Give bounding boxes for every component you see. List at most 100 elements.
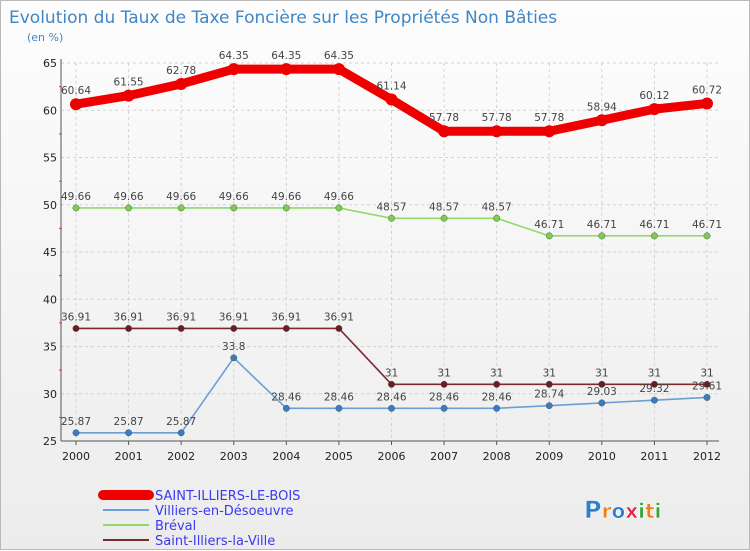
point-br-val-2005 [335, 204, 343, 212]
point-saint-illiers-le-bois-2009 [543, 125, 556, 138]
x-tick-label-2012: 2012 [693, 450, 721, 463]
data-labels: 60.64 61.55 62.78 64.35 64.35 64.35 61.14 57.78… [61, 50, 722, 428]
label-villiers-en-d-soeuvre-2010: 29.03 [587, 386, 617, 398]
label-villiers-en-d-soeuvre-2012: 29.61 [692, 380, 722, 392]
point-br-val-2010 [598, 232, 606, 240]
label-saint-illiers-le-bois-2011: 60.12 [639, 90, 669, 102]
label-br-val-2003: 49.66 [219, 191, 249, 203]
x-tick-label-2008: 2008 [483, 450, 511, 463]
label-saint-illiers-le-bois-2006: 61.14 [376, 80, 406, 92]
unit-label: (en %) [27, 31, 63, 44]
label-br-val-2009: 46.71 [534, 219, 564, 231]
legend: SAINT-ILLIERS-LE-BOISVilliers-en-Désoeuv… [98, 489, 300, 549]
y-tick-label-30: 30 [43, 388, 57, 401]
y-tick-label-45: 45 [43, 246, 57, 259]
label-saint-illiers-la-ville-2005: 36.91 [324, 311, 354, 323]
point-saint-illiers-la-ville-2005 [335, 325, 343, 332]
y-tick-label-65: 65 [43, 57, 57, 70]
point-br-val-2004 [282, 204, 290, 212]
series-layer [70, 63, 713, 437]
point-saint-illiers-la-ville-2009 [545, 380, 553, 388]
point-villiers-en-d-soeuvre-2012 [703, 394, 711, 401]
point-br-val-2001 [125, 204, 132, 212]
x-tick-label-2006: 2006 [378, 450, 406, 463]
point-villiers-en-d-soeuvre-2001 [125, 429, 132, 437]
label-saint-illiers-le-bois-2000: 60.64 [61, 85, 91, 97]
point-br-val-2008 [493, 214, 501, 222]
label-villiers-en-d-soeuvre-2008: 28.46 [482, 391, 512, 403]
label-saint-illiers-le-bois-2012: 60.72 [692, 84, 722, 96]
point-saint-illiers-la-ville-2002 [177, 325, 185, 332]
label-saint-illiers-le-bois-2003: 64.35 [219, 50, 249, 62]
point-saint-illiers-le-bois-2008 [490, 125, 503, 138]
y-tick-label-55: 55 [43, 152, 57, 165]
point-saint-illiers-le-bois-2000 [70, 98, 82, 111]
label-saint-illiers-le-bois-2007: 57.78 [429, 112, 459, 124]
point-saint-illiers-le-bois-2002 [175, 77, 188, 90]
point-saint-illiers-le-bois-2010 [595, 114, 608, 127]
label-villiers-en-d-soeuvre-2007: 28.46 [429, 391, 459, 403]
point-saint-illiers-le-bois-2001 [122, 89, 135, 102]
label-br-val-2005: 49.66 [324, 191, 354, 203]
label-br-val-2006: 48.57 [376, 201, 406, 213]
label-villiers-en-d-soeuvre-2000: 25.87 [61, 416, 91, 428]
y-tick-label-25: 25 [43, 435, 57, 448]
label-br-val-2000: 49.66 [61, 191, 91, 203]
x-tick-label-2011: 2011 [640, 450, 668, 463]
point-saint-illiers-la-ville-2004 [282, 325, 290, 332]
label-br-val-2001: 49.66 [114, 191, 144, 203]
point-saint-illiers-le-bois-2005 [332, 63, 345, 76]
point-br-val-2000 [72, 204, 80, 212]
y-tick-label-60: 60 [43, 104, 57, 117]
label-saint-illiers-la-ville-2002: 36.91 [166, 311, 196, 323]
point-villiers-en-d-soeuvre-2007 [440, 404, 448, 412]
label-villiers-en-d-soeuvre-2004: 28.46 [271, 391, 301, 403]
point-saint-illiers-la-ville-2001 [125, 325, 132, 332]
label-saint-illiers-la-ville-2000: 36.91 [61, 311, 91, 323]
point-saint-illiers-la-ville-2008 [493, 380, 501, 388]
point-saint-illiers-la-ville-2000 [72, 325, 80, 332]
point-br-val-2009 [545, 232, 553, 240]
point-saint-illiers-la-ville-2003 [230, 325, 238, 332]
x-tick-label-2003: 2003 [220, 450, 248, 463]
point-villiers-en-d-soeuvre-2010 [598, 399, 606, 407]
label-br-val-2007: 48.57 [429, 201, 459, 213]
label-saint-illiers-le-bois-2005: 64.35 [324, 50, 354, 62]
x-tick-label-2009: 2009 [535, 450, 563, 463]
legend-label-saint-illiers-le-bois: SAINT-ILLIERS-LE-BOIS [155, 489, 300, 504]
point-saint-illiers-le-bois-2006 [385, 93, 398, 106]
point-saint-illiers-le-bois-2011 [648, 103, 661, 116]
point-villiers-en-d-soeuvre-2003 [230, 354, 238, 362]
label-saint-illiers-le-bois-2010: 58.94 [587, 101, 617, 113]
x-tick-label-2000: 2000 [62, 450, 90, 463]
point-saint-illiers-la-ville-2012 [703, 380, 711, 388]
label-br-val-2004: 49.66 [271, 191, 301, 203]
label-saint-illiers-la-ville-2009: 31 [543, 367, 556, 379]
point-br-val-2007 [440, 214, 448, 222]
logo-text: Proxiti [584, 496, 661, 524]
point-villiers-en-d-soeuvre-2005 [335, 404, 343, 412]
point-br-val-2006 [388, 214, 395, 222]
point-br-val-2012 [703, 232, 711, 240]
point-saint-illiers-la-ville-2011 [651, 380, 658, 388]
point-villiers-en-d-soeuvre-2006 [388, 404, 395, 412]
point-villiers-en-d-soeuvre-2009 [545, 402, 553, 410]
point-saint-illiers-le-bois-2003 [227, 63, 240, 76]
x-tick-label-2001: 2001 [115, 450, 143, 463]
point-saint-illiers-la-ville-2006 [388, 380, 395, 388]
label-saint-illiers-le-bois-2002: 62.78 [166, 65, 196, 77]
point-villiers-en-d-soeuvre-2011 [651, 396, 658, 404]
point-saint-illiers-le-bois-2007 [438, 125, 451, 138]
point-villiers-en-d-soeuvre-2008 [493, 404, 501, 412]
x-tick-label-2004: 2004 [272, 450, 300, 463]
legend-label-villiers-en-d-soeuvre: Villiers-en-Désoeuvre [155, 504, 294, 519]
point-saint-illiers-le-bois-2004 [280, 63, 293, 76]
label-villiers-en-d-soeuvre-2001: 25.87 [114, 416, 144, 428]
label-saint-illiers-la-ville-2006: 31 [385, 367, 398, 379]
label-villiers-en-d-soeuvre-2003: 33.8 [222, 341, 245, 353]
label-br-val-2010: 46.71 [587, 219, 617, 231]
label-saint-illiers-le-bois-2004: 64.35 [271, 50, 301, 62]
y-tick-label-50: 50 [43, 199, 57, 212]
